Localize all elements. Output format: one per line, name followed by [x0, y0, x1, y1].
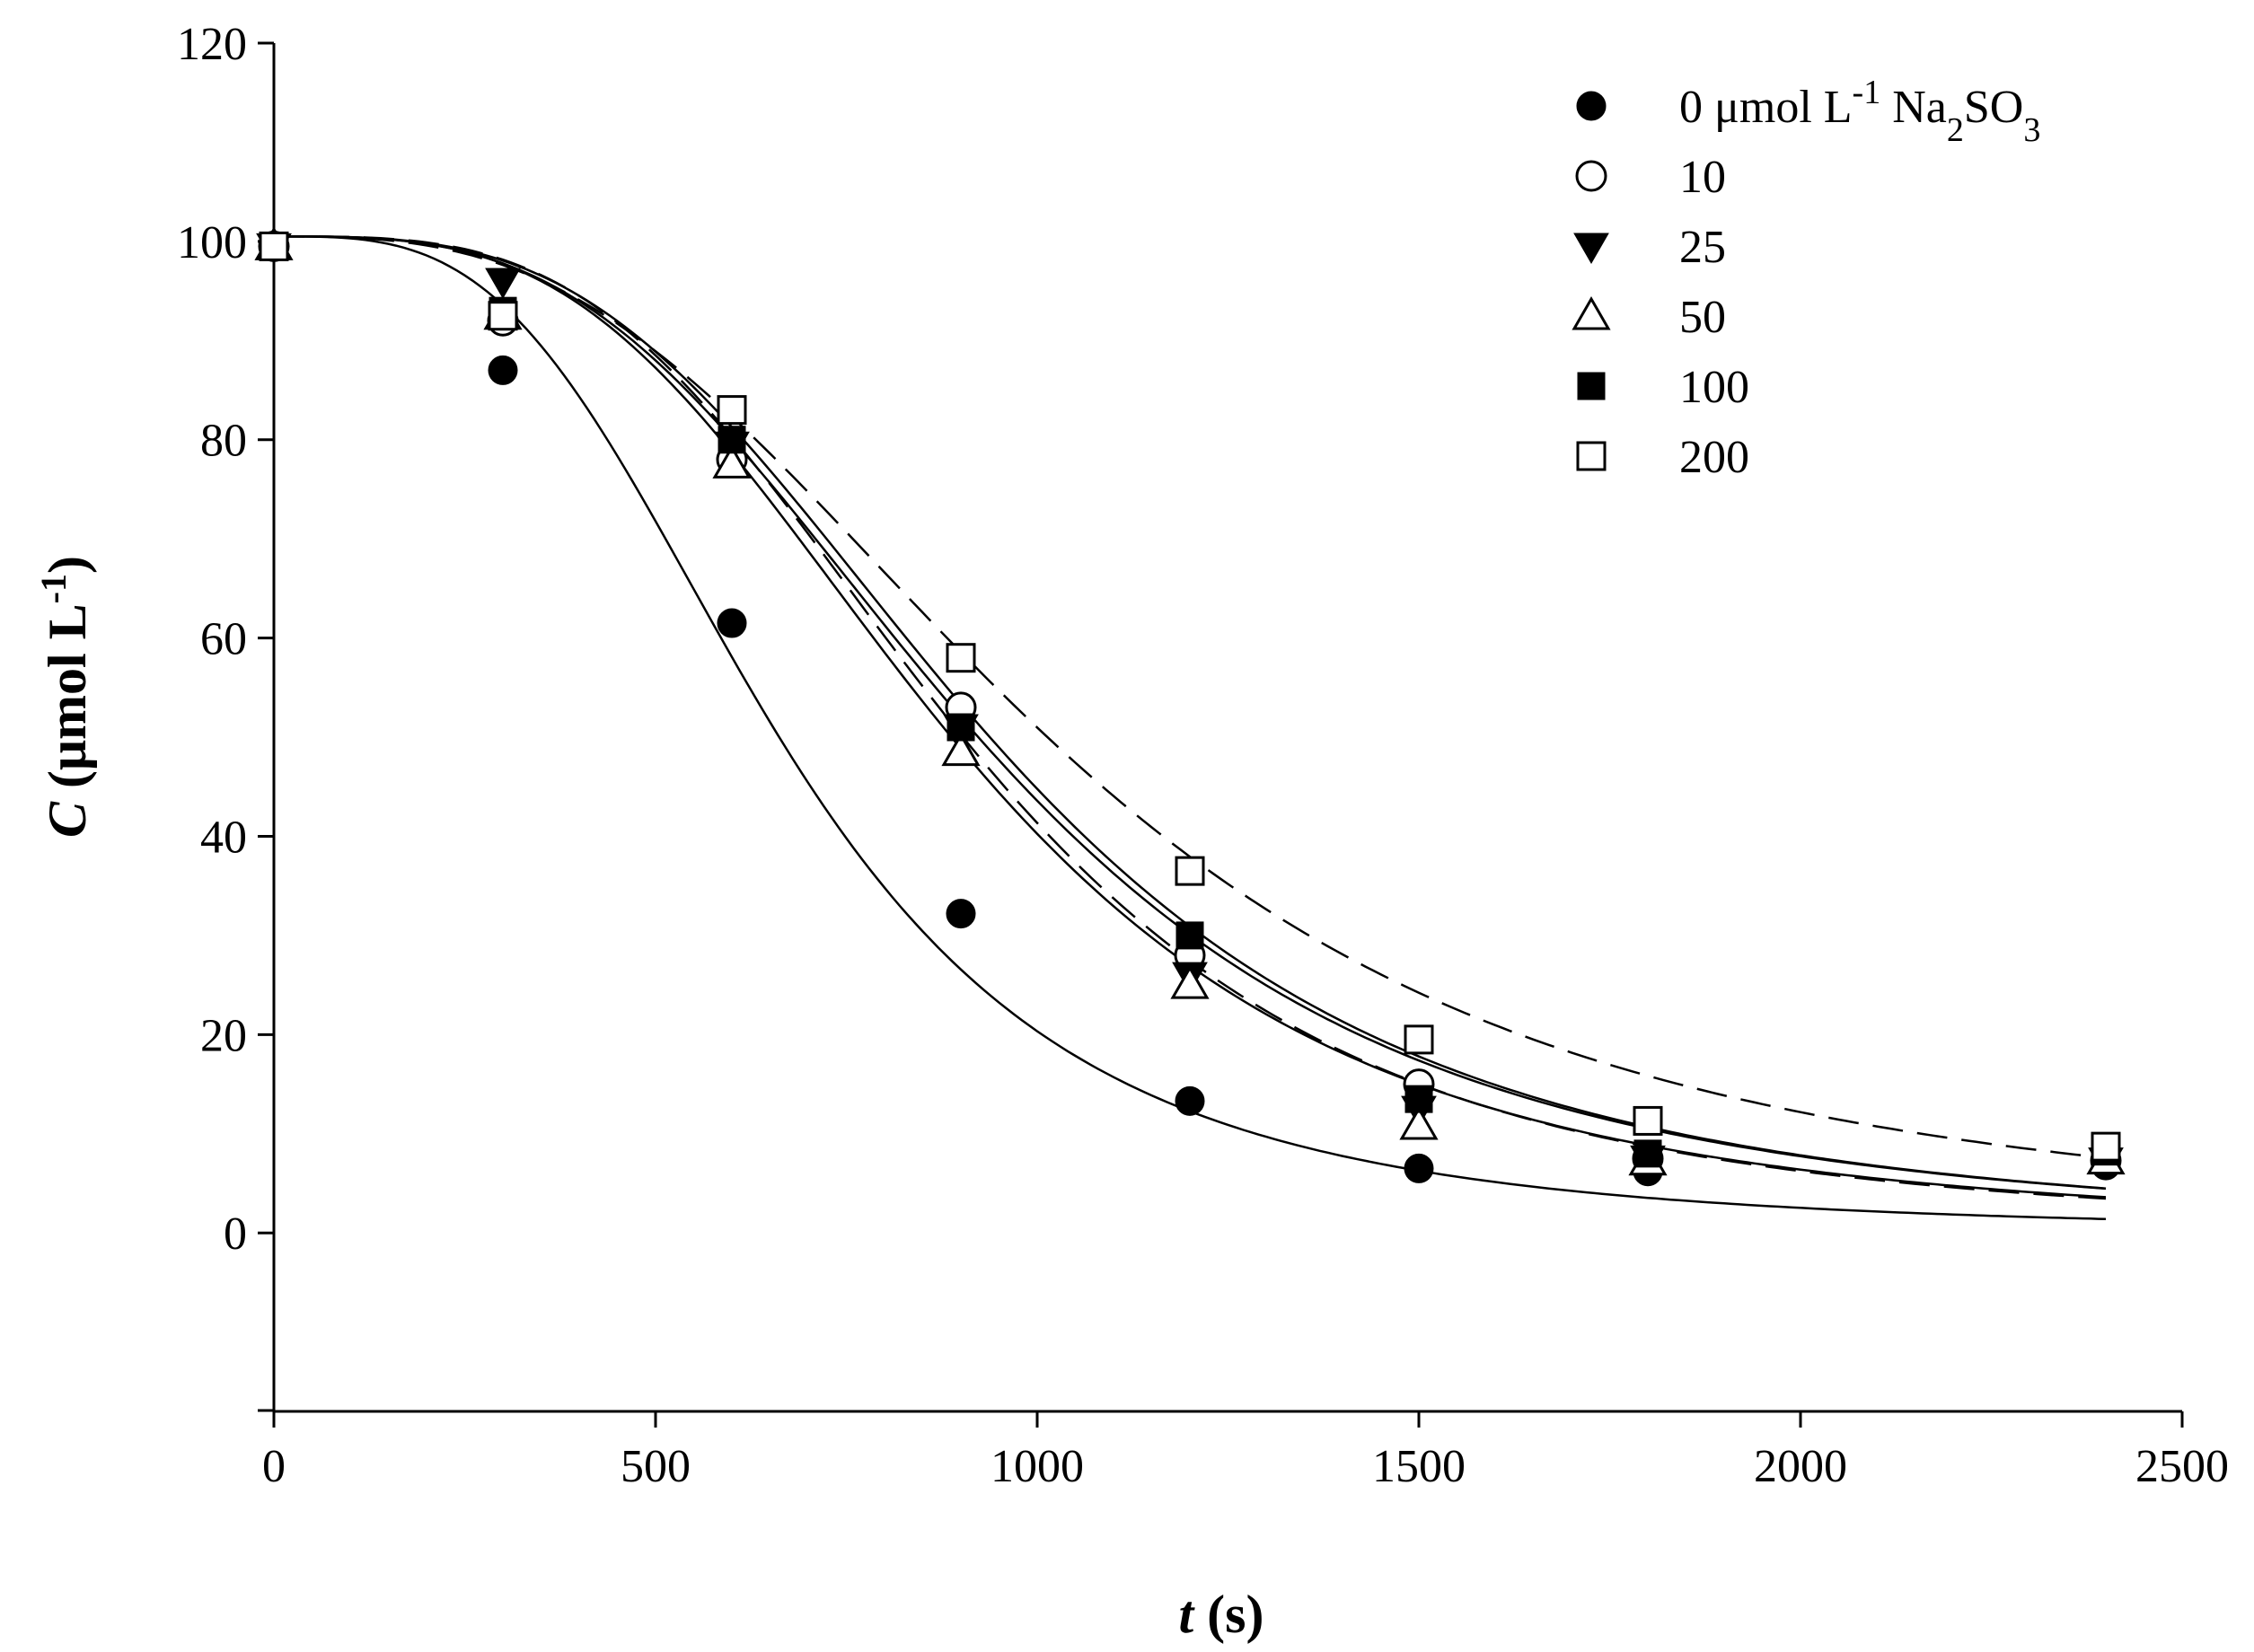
legend-marker-100 [1577, 372, 1606, 400]
legend-marker-200 [1576, 441, 1607, 471]
x-tick-label: 2000 [1754, 1441, 1847, 1492]
legend-marker-50 [1572, 295, 1611, 330]
y-tick-label: 80 [200, 416, 247, 467]
x-axis-title: t (s) [1179, 1585, 1264, 1644]
legend-label-10: 10 [1679, 152, 1726, 203]
axes: 0 20 40 60 80 100 120 0 500 1000 1500 2000 2500 [177, 19, 2229, 1492]
y-tick-label: 0 [224, 1208, 247, 1260]
data-point-200 [1633, 1105, 1663, 1136]
x-tick-label: 1000 [991, 1441, 1084, 1492]
data-point-50 [1399, 1105, 1439, 1140]
legend-marker-10 [1575, 160, 1607, 192]
y-tick-label: 100 [177, 217, 247, 268]
x-tick-label: 0 [262, 1441, 286, 1492]
legend-label-25: 25 [1679, 222, 1726, 273]
data-point-100 [718, 426, 746, 454]
data-point-25 [485, 268, 521, 300]
x-tick-label: 2500 [2135, 1441, 2229, 1492]
data-point-200 [1175, 856, 1205, 886]
legend-marker-0 [1576, 91, 1607, 121]
data-point-100 [1175, 921, 1204, 950]
y-tick-label: 20 [200, 1010, 247, 1061]
legend-label-100: 100 [1679, 362, 1749, 413]
data-point-0 [1175, 1085, 1205, 1116]
data-point-0 [717, 608, 747, 638]
legend-label-50: 50 [1679, 292, 1726, 343]
x-tick-label: 500 [621, 1441, 691, 1492]
data-point-0 [946, 899, 976, 929]
legend-marker-25 [1573, 233, 1609, 265]
y-tick-label: 120 [177, 19, 247, 70]
data-point-0 [1404, 1153, 1434, 1183]
data-point-200 [946, 643, 976, 673]
legend-label-200: 200 [1679, 432, 1749, 483]
data-point-50 [941, 732, 981, 767]
data-point-200 [488, 301, 518, 331]
y-axis-title: C (μmol L-1) [33, 556, 98, 838]
data-point-0 [488, 355, 518, 385]
data-point-200 [259, 231, 289, 261]
data-point-200 [717, 395, 747, 426]
data-point-200 [2091, 1131, 2121, 1162]
y-tick-label: 40 [200, 812, 247, 863]
y-tick-label: 60 [200, 614, 247, 665]
data-point-100 [947, 713, 975, 742]
data-point-100 [1633, 1139, 1662, 1168]
legend-label-0: 0 μmol L-1 Na2SO3 [1679, 74, 2040, 149]
x-tick-label: 1500 [1372, 1441, 1466, 1492]
data-points [254, 226, 2126, 1187]
data-point-200 [1404, 1024, 1434, 1055]
data-point-100 [1404, 1085, 1433, 1113]
data-point-50 [1170, 965, 1210, 999]
data-point-50 [712, 444, 752, 479]
